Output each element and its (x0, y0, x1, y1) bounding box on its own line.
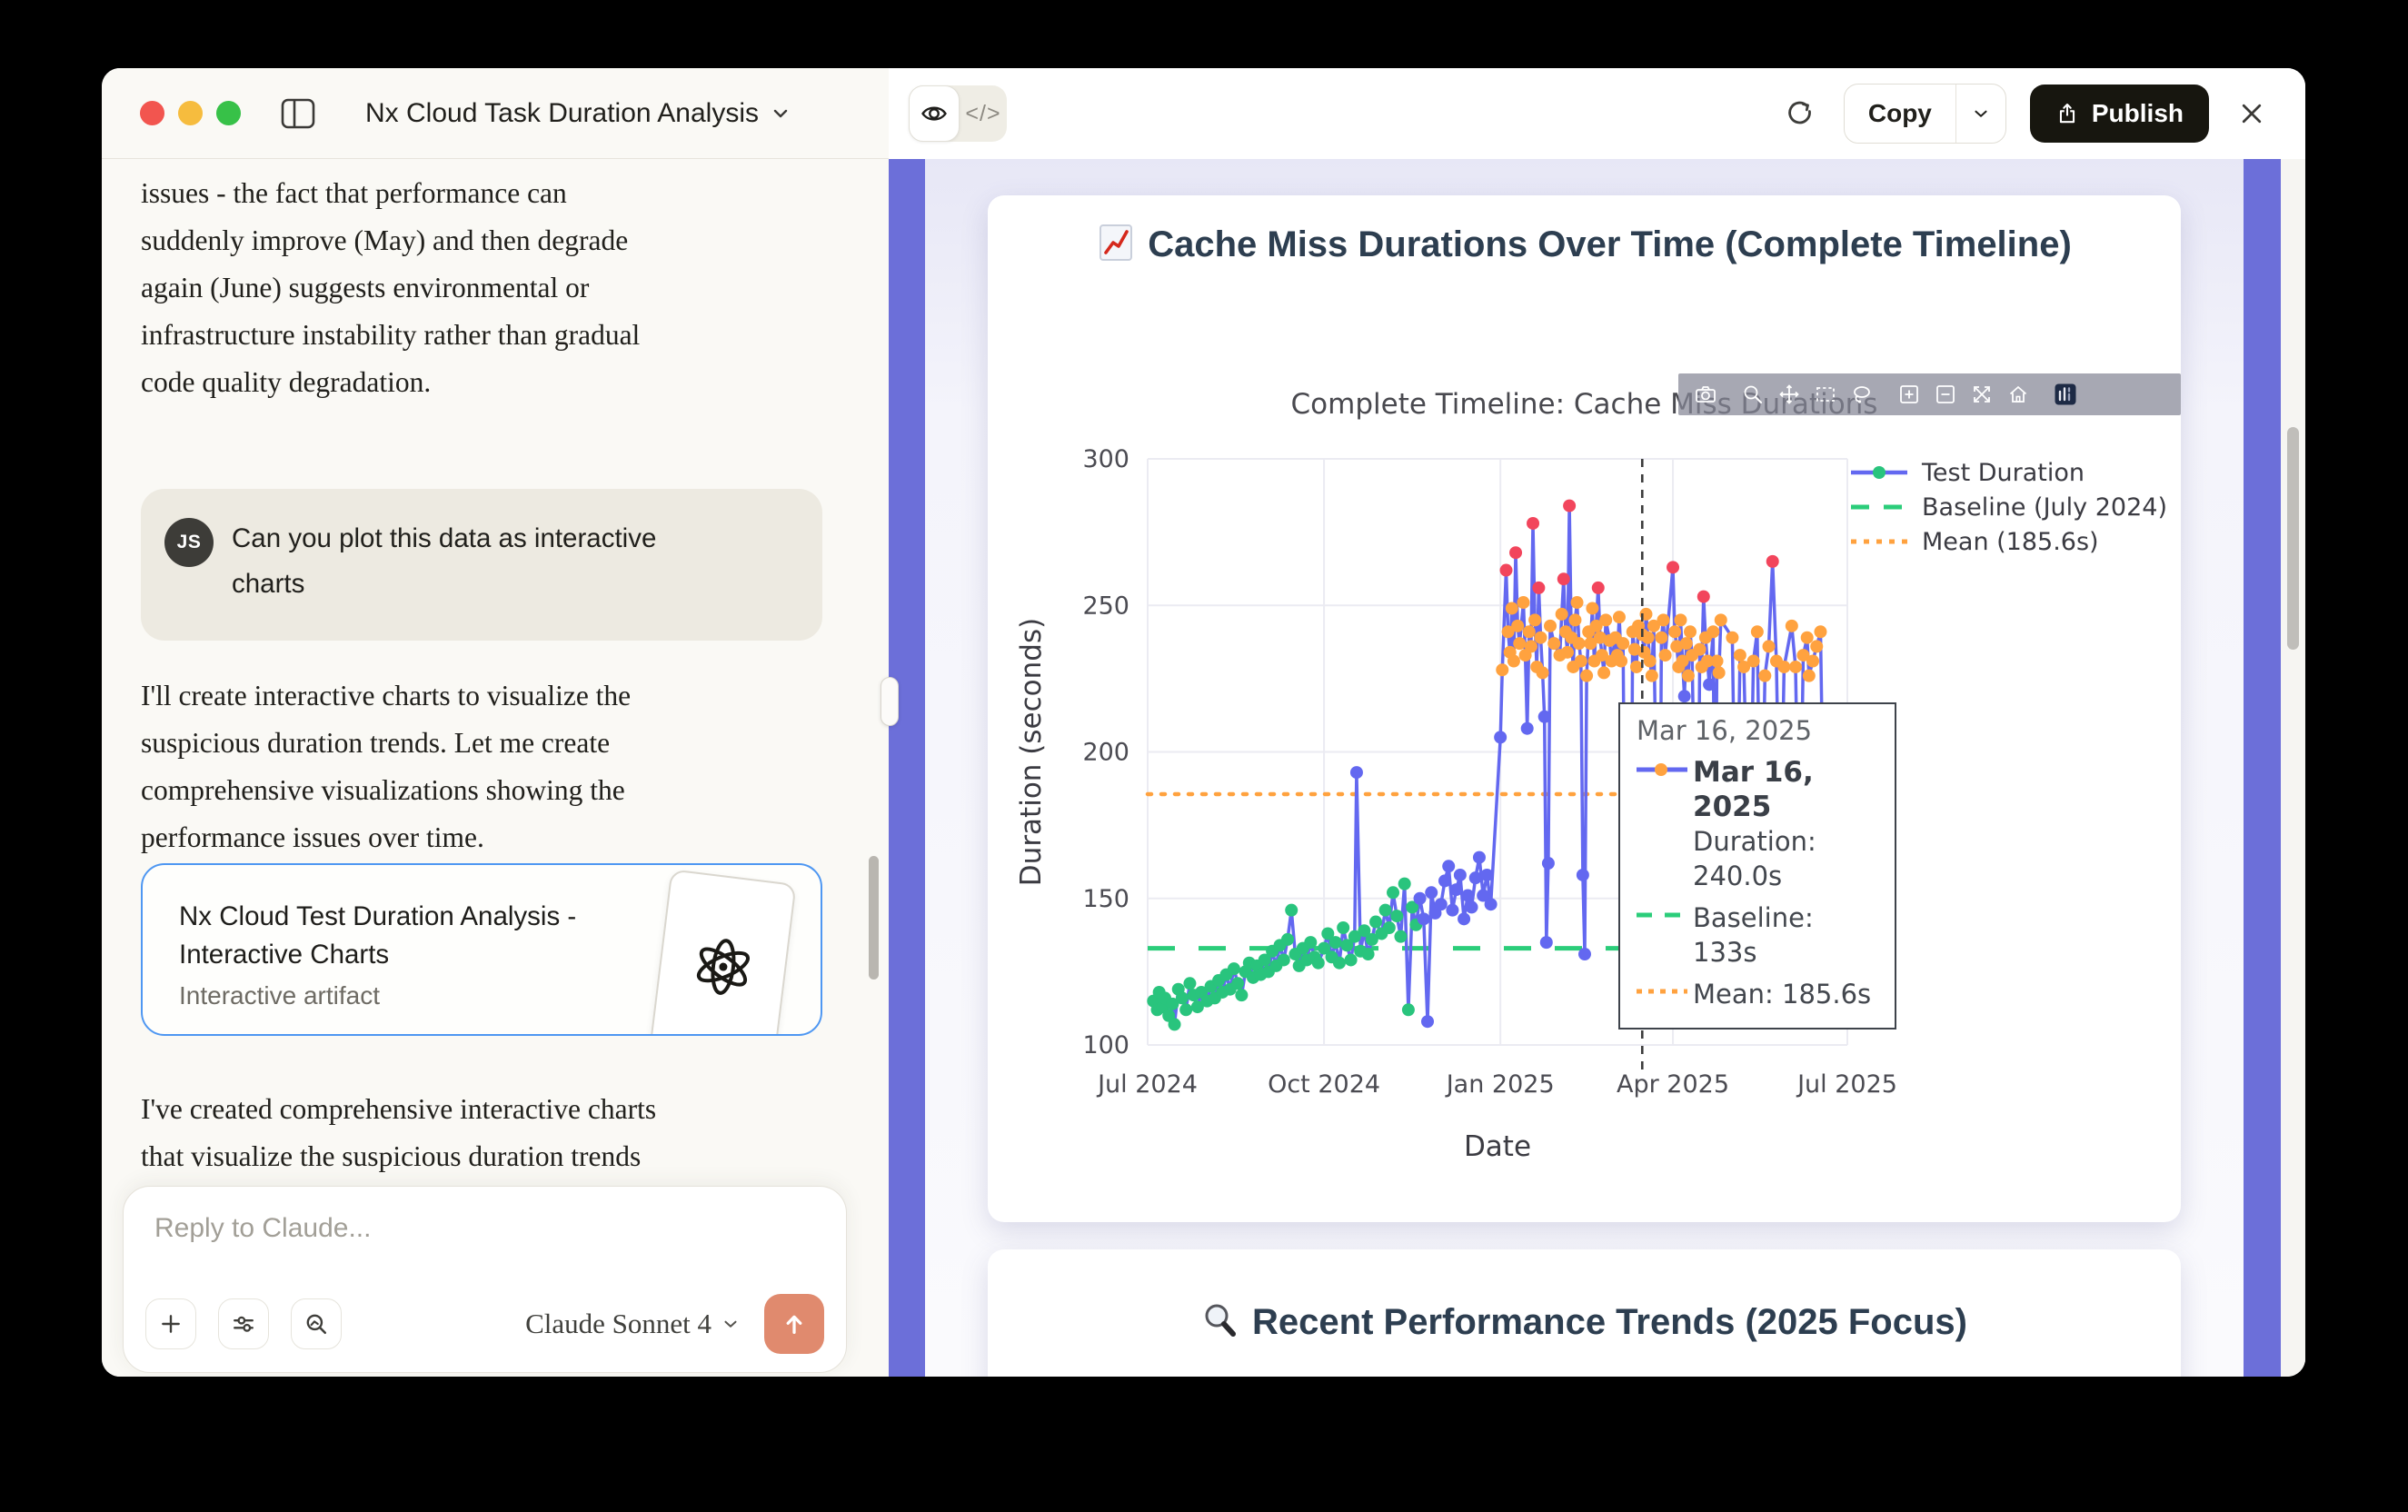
window-zoom-button[interactable] (216, 101, 241, 125)
chat-panel: Nx Cloud Task Duration Analysis issues -… (102, 68, 889, 1377)
sidebar-icon (281, 98, 315, 128)
chart-increasing-icon (1097, 224, 1135, 275)
window-minimize-button[interactable] (178, 101, 203, 125)
tooltip-date: Mar 16, 2025 (1637, 715, 1813, 746)
artifact-thumbnail (649, 869, 797, 1034)
zoom-out-icon[interactable] (1935, 383, 1956, 405)
chat-scrollbar[interactable] (869, 856, 879, 980)
magnifier-emoji-icon (1201, 1301, 1239, 1353)
tooltip-baseline-symbol (1637, 900, 1693, 926)
refresh-icon (1788, 101, 1811, 124)
artifact-card-subtitle: Interactive artifact (179, 981, 380, 1010)
svg-text:200: 200 (1082, 739, 1129, 767)
tooltip-series-symbol (1637, 755, 1693, 781)
plotly-logo-icon[interactable] (2055, 383, 2076, 405)
model-label: Claude Sonnet 4 (525, 1308, 711, 1339)
preview-toggle-button[interactable] (909, 85, 960, 142)
zoom-in-icon[interactable] (1898, 383, 1920, 405)
svg-text:Baseline (July 2024): Baseline (July 2024) (1922, 493, 2167, 522)
research-button[interactable] (291, 1298, 342, 1349)
chart-tooltip: Mar 16, 2025 Mar 16, 2025 (1618, 702, 1896, 1030)
chevron-down-icon (1975, 110, 1987, 117)
plotly-modebar (1678, 373, 2181, 415)
chart-card-heading: Cache Miss Durations Over Time (Complete… (1058, 219, 2112, 275)
refresh-button[interactable] (1780, 94, 1820, 134)
atom-icon (696, 938, 750, 995)
avatar: JS (164, 518, 214, 567)
svg-text:Test Duration: Test Duration (1921, 459, 2085, 487)
close-icon (2242, 104, 2262, 124)
copy-menu-button[interactable] (1955, 85, 2005, 143)
chat-header: Nx Cloud Task Duration Analysis (102, 68, 889, 159)
panel-resize-handle[interactable] (881, 677, 899, 726)
user-message-bubble: JS Can you plot this data as interactive… (141, 489, 822, 641)
artifact-scrollbar-thumb[interactable] (2287, 427, 2299, 650)
close-artifact-button[interactable] (2233, 94, 2271, 133)
window-close-button[interactable] (140, 101, 164, 125)
svg-text:Mean (185.6s): Mean (185.6s) (1922, 528, 2099, 556)
artifact-card-title: Nx Cloud Test Duration Analysis - Intera… (179, 901, 577, 970)
assistant-paragraph: I'll create interactive charts to visual… (141, 680, 632, 853)
tooltip-duration: Duration: 240.0s (1693, 826, 1816, 891)
publish-button[interactable]: Publish (2029, 85, 2209, 143)
svg-text:250: 250 (1082, 592, 1129, 620)
autoscale-icon[interactable] (1971, 383, 1993, 405)
svg-text:300: 300 (1082, 445, 1129, 473)
zoom-icon[interactable] (1742, 383, 1764, 405)
conversation-title: Nx Cloud Task Duration Analysis (365, 97, 759, 128)
svg-text:Jan 2025: Jan 2025 (1445, 1070, 1555, 1099)
pan-icon[interactable] (1778, 383, 1800, 405)
sliders-icon (234, 1316, 254, 1332)
preview-code-toggle: </> (909, 85, 1007, 142)
eye-icon (921, 106, 947, 121)
camera-icon[interactable] (1695, 383, 1716, 405)
tools-button[interactable] (218, 1298, 269, 1349)
magnifier-trend-icon (306, 1314, 327, 1335)
artifact-toolbar: </> Copy (889, 68, 2305, 159)
reply-input[interactable] (153, 1212, 702, 1245)
attach-button[interactable] (145, 1298, 196, 1349)
sidebar-toggle-button[interactable] (278, 94, 318, 134)
tooltip-mean: Mean: 185.6s (1693, 979, 1872, 1010)
user-message-text: Can you plot this data as interactive ch… (232, 523, 657, 599)
svg-text:Apr 2025: Apr 2025 (1617, 1070, 1729, 1099)
trends-card: Recent Performance Trends (2025 Focus) (988, 1249, 2181, 1377)
assistant-paragraph: issues - the fact that performance can su… (141, 177, 641, 398)
lasso-select-icon[interactable] (1851, 383, 1873, 405)
share-icon (2059, 104, 2075, 124)
chart-card: Cache Miss Durations Over Time (Complete… (988, 195, 2181, 1222)
svg-text:Jul 2025: Jul 2025 (1796, 1070, 1897, 1099)
reset-home-icon[interactable] (2007, 383, 2029, 405)
claude-app-window: Nx Cloud Task Duration Analysis issues -… (102, 68, 2305, 1377)
artifact-card[interactable]: Nx Cloud Test Duration Analysis - Intera… (141, 863, 822, 1036)
artifact-panel: </> Copy (889, 68, 2305, 1377)
svg-text:Jul 2024: Jul 2024 (1096, 1070, 1198, 1099)
conversation-title-menu[interactable]: Nx Cloud Task Duration Analysis (365, 98, 791, 129)
svg-text:150: 150 (1082, 885, 1129, 913)
box-select-icon[interactable] (1815, 383, 1836, 405)
artifact-scrollbar-track[interactable] (2281, 159, 2305, 1377)
tooltip-baseline: Baseline: 133s (1693, 902, 1814, 968)
trends-card-heading: Recent Performance Trends (2025 Focus) (1058, 1297, 2112, 1353)
model-selector[interactable]: Claude Sonnet 4 (525, 1308, 741, 1340)
tooltip-mean-symbol (1637, 977, 1693, 1002)
plus-icon (162, 1315, 180, 1333)
svg-text:Oct 2024: Oct 2024 (1268, 1070, 1380, 1099)
send-button[interactable] (764, 1294, 824, 1354)
composer: Claude Sonnet 4 (123, 1186, 847, 1373)
timeline-chart[interactable]: 100 150 200 250 300 Jul 2024 Oct 2024 Jan 2025 A… (988, 195, 2181, 1222)
copy-button[interactable]: Copy (1867, 99, 1932, 127)
chevron-down-icon (773, 109, 788, 117)
copy-split-button: Copy (1843, 84, 2006, 144)
artifact-viewport: Cache Miss Durations Over Time (Complete… (889, 159, 2281, 1377)
tooltip-title: Mar 16, 2025 (1693, 756, 1814, 823)
svg-text:Duration (seconds): Duration (seconds) (1015, 618, 1048, 886)
svg-text:Date: Date (1464, 1130, 1531, 1163)
artifact-canvas: Cache Miss Durations Over Time (Complete… (925, 159, 2244, 1377)
publish-label: Publish (2091, 99, 2184, 127)
code-toggle-button[interactable]: </> (965, 100, 1001, 126)
chevron-down-icon (724, 1320, 737, 1328)
svg-text:100: 100 (1082, 1031, 1129, 1059)
arrow-up-icon (786, 1315, 802, 1334)
